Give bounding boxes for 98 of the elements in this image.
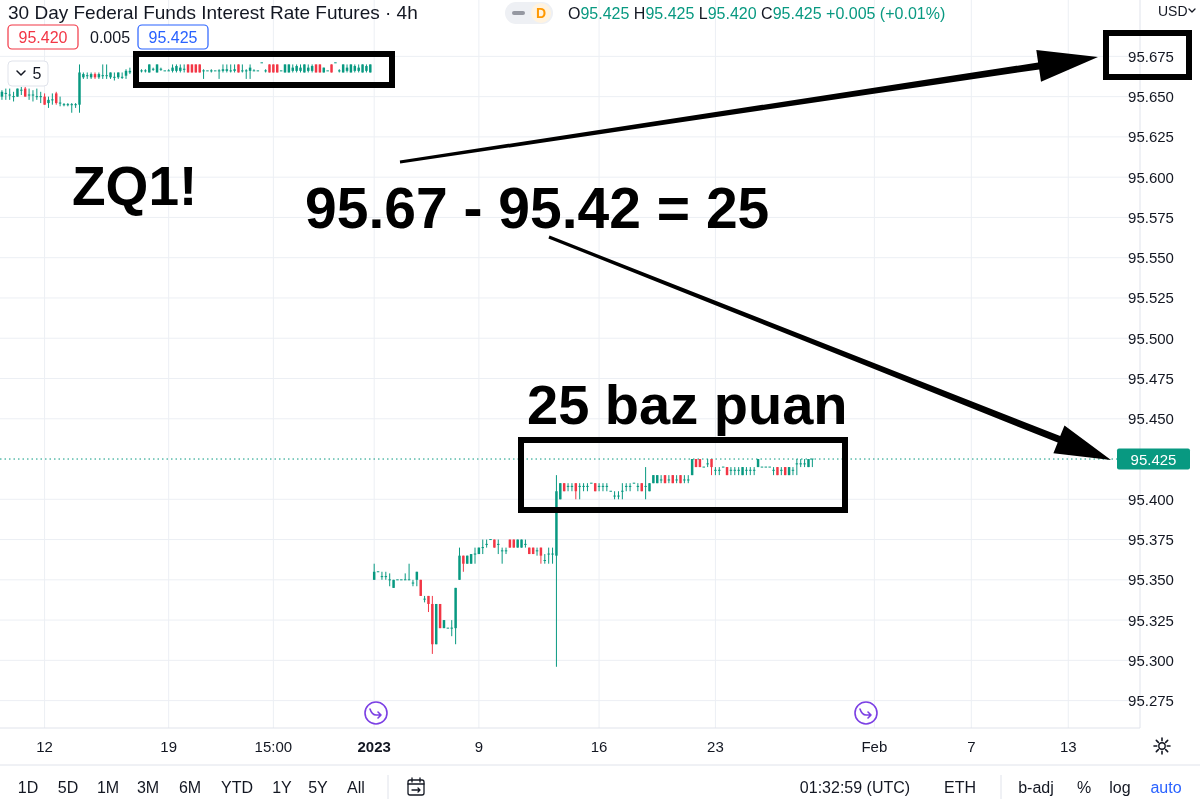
candlestick xyxy=(35,88,39,101)
x-tick-label: 15:00 xyxy=(254,737,293,755)
ref-line-label: 95.425 xyxy=(1130,450,1177,468)
candlestick xyxy=(621,482,624,500)
y-tick-label: 95.525 xyxy=(1128,289,1174,307)
candlestick xyxy=(101,63,104,80)
x-tick-label: 9 xyxy=(474,737,484,755)
y-tick-label: 95.500 xyxy=(1128,329,1174,347)
x-tick-label: Feb xyxy=(861,737,888,755)
x-tick-label: 7 xyxy=(967,737,976,755)
candlestick xyxy=(31,89,35,102)
x-tick-label: 19 xyxy=(160,737,178,755)
candlestick xyxy=(547,547,550,565)
text: 1D xyxy=(17,778,39,796)
candlestick xyxy=(659,474,663,484)
y-tick-label: 95.325 xyxy=(1128,611,1174,629)
annotation: ZQ1! xyxy=(72,155,198,217)
text: 6M xyxy=(178,778,202,796)
x-tick-label: 2023 xyxy=(357,737,391,755)
text: 1Y xyxy=(272,778,293,796)
candlestick xyxy=(497,539,500,555)
candlestick xyxy=(628,482,632,492)
candlestick xyxy=(58,96,62,107)
candlestick xyxy=(578,482,581,500)
candlestick xyxy=(473,547,477,565)
candlestick xyxy=(543,553,547,565)
y-tick-label: 95.375 xyxy=(1128,531,1174,549)
y-tick-label: 95.275 xyxy=(1128,692,1174,710)
candlestick xyxy=(644,466,647,500)
candlestick xyxy=(500,547,504,565)
y-tick-label: 95.625 xyxy=(1128,128,1174,146)
candlestick xyxy=(244,68,248,80)
annotation: 0.005 xyxy=(90,28,131,46)
candlestick xyxy=(570,482,574,492)
y-tick-label: 95.400 xyxy=(1128,490,1174,508)
candlestick xyxy=(667,474,671,484)
annotation: 95.67 - 95.42 = 25 xyxy=(305,176,770,240)
candlestick xyxy=(120,71,124,80)
candlestick xyxy=(113,71,116,82)
x-tick-label: 16 xyxy=(590,737,608,755)
candlestick xyxy=(729,466,733,476)
x-tick-label: 13 xyxy=(1059,737,1077,755)
text: 3M xyxy=(136,778,160,796)
candlestick xyxy=(221,63,225,73)
y-tick-label: 95.575 xyxy=(1128,208,1174,226)
candlestick xyxy=(39,91,42,104)
candlestick xyxy=(601,482,605,492)
y-tick-label: 95.300 xyxy=(1128,651,1174,669)
text: 1M xyxy=(96,778,120,796)
text: YTD xyxy=(221,778,253,796)
text: % xyxy=(1076,778,1092,796)
y-tick-label: 95.550 xyxy=(1128,249,1174,267)
x-tick-label: 12 xyxy=(36,737,53,755)
candlestick xyxy=(636,482,640,492)
text: 01:32:59 (UTC) xyxy=(799,778,911,796)
text: auto xyxy=(1150,778,1182,796)
text: log xyxy=(1109,778,1131,796)
candlestick xyxy=(105,63,108,80)
y-tick-label: 95.600 xyxy=(1128,168,1174,186)
annotation: 95.425 xyxy=(148,28,198,46)
annotation: 95.420 xyxy=(18,28,68,46)
candlestick xyxy=(566,482,570,492)
candlestick xyxy=(481,539,484,555)
candlestick xyxy=(86,71,89,80)
text: b-adj xyxy=(1018,778,1054,796)
candlestick xyxy=(388,572,391,587)
annotation: O95.425 H95.425 L95.420 C95.425 +0.005 (+0.01%) xyxy=(568,4,946,22)
candlestick xyxy=(8,88,11,101)
text: 5D xyxy=(57,778,79,796)
candlestick xyxy=(70,102,73,114)
annotation: 25 baz puan xyxy=(527,373,848,436)
candlestick xyxy=(791,466,795,476)
text: ETH xyxy=(944,778,976,796)
candlestick xyxy=(4,88,8,101)
x-tick-label: 23 xyxy=(707,737,724,755)
candlestick xyxy=(535,547,539,557)
candlestick xyxy=(407,563,411,581)
candlestick xyxy=(597,482,601,492)
candlestick xyxy=(450,619,453,637)
candlestick xyxy=(202,68,205,80)
candlestick xyxy=(252,68,256,72)
y-tick-label: 95.675 xyxy=(1128,47,1174,65)
candlestick xyxy=(403,572,407,581)
candlestick xyxy=(411,579,415,587)
annotation: 5 xyxy=(32,65,42,82)
y-tick-label: 95.450 xyxy=(1128,410,1174,428)
text: USD xyxy=(1158,3,1188,19)
candlestick xyxy=(51,92,54,106)
text: 5Y xyxy=(308,778,329,796)
candlestick xyxy=(217,68,221,80)
candlestick xyxy=(380,571,384,581)
candlestick xyxy=(27,88,31,101)
y-tick-label: 95.475 xyxy=(1128,370,1174,387)
candlestick xyxy=(504,547,508,555)
y-tick-label: 95.350 xyxy=(1128,571,1174,589)
text: All xyxy=(347,778,365,796)
chart-title: 30 Day Federal Funds Interest Rate Futures · 4h xyxy=(8,1,418,23)
y-tick-label: 95.650 xyxy=(1128,88,1174,106)
